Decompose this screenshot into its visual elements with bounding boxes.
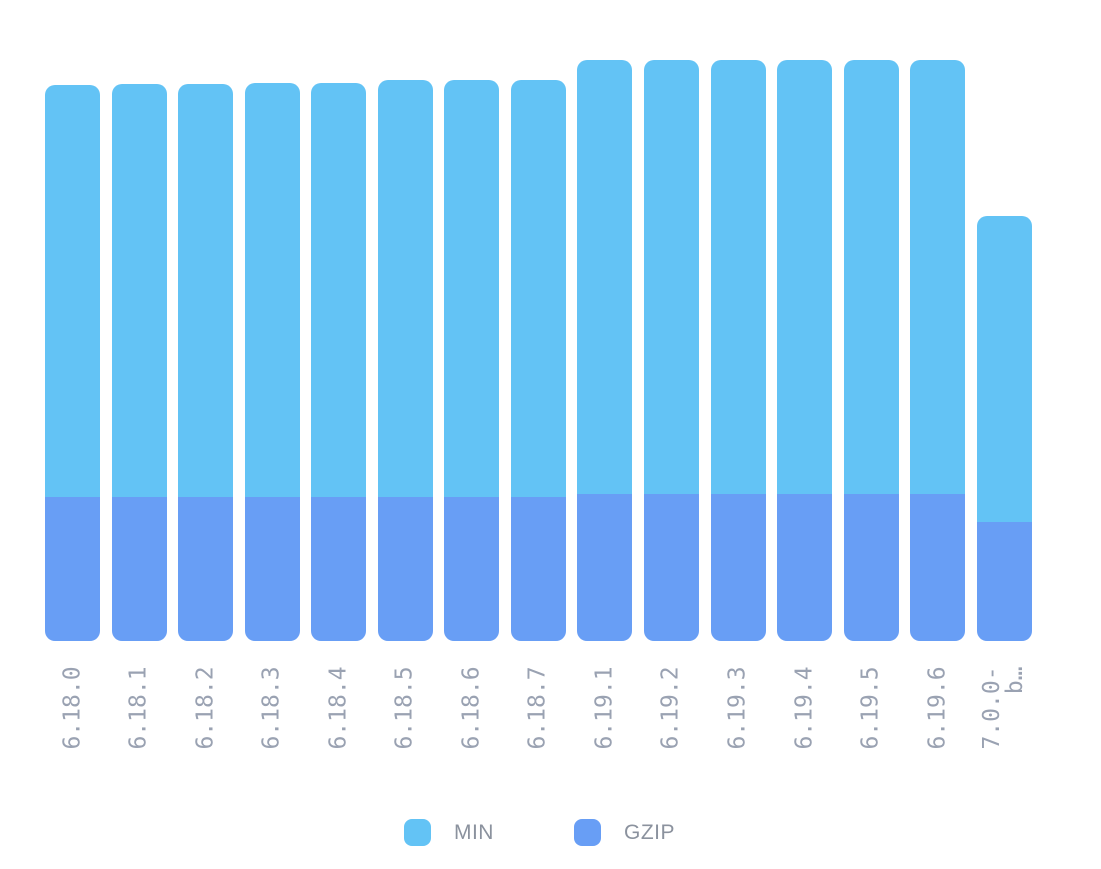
bar-6.18.6-gzip-segment[interactable] <box>444 497 500 641</box>
x-tick-6.18.1: 6.18.1 <box>125 666 152 750</box>
bar-6.18.7-gzip-segment[interactable] <box>510 497 566 641</box>
bar-6.18.5-min-segment[interactable] <box>377 80 433 497</box>
bar-6.19.5-min-segment[interactable] <box>843 60 899 494</box>
x-tick-6.18.3: 6.18.3 <box>258 666 285 750</box>
legend-label-gzip: GZIP <box>623 820 675 844</box>
bar-6.19.4-min-segment[interactable] <box>777 60 833 494</box>
x-tick-6.18.5: 6.18.5 <box>391 666 418 750</box>
chart-legend: MIN GZIP <box>0 819 1090 846</box>
min-color-swatch <box>403 819 431 846</box>
bar-7.0.0-b…-min-segment[interactable] <box>976 216 1032 522</box>
legend-item-gzip[interactable]: GZIP <box>573 819 675 846</box>
x-tick-6.19.3: 6.19.3 <box>724 666 751 750</box>
bar-6.18.6-min-segment[interactable] <box>444 80 500 497</box>
bar-6.18.2-min-segment[interactable] <box>178 84 234 497</box>
x-tick-6.19.2: 6.19.2 <box>657 666 684 750</box>
legend-item-min[interactable]: MIN <box>403 819 494 846</box>
bar-6.18.1-gzip-segment[interactable] <box>111 497 167 641</box>
bar-6.18.2-gzip-segment[interactable] <box>178 497 234 641</box>
bar-6.18.1-min-segment[interactable] <box>111 84 167 497</box>
bar-6.19.3-gzip-segment[interactable] <box>710 494 766 641</box>
x-tick-6.18.2: 6.18.2 <box>192 666 219 750</box>
x-tick-6.19.6: 6.19.6 <box>924 666 951 750</box>
bar-6.18.3-gzip-segment[interactable] <box>244 497 300 641</box>
bar-6.19.6-gzip-segment[interactable] <box>910 494 966 641</box>
x-tick-6.18.4: 6.18.4 <box>325 666 352 750</box>
bar-6.19.1-min-segment[interactable] <box>577 60 633 494</box>
bar-6.19.2-min-segment[interactable] <box>643 60 699 494</box>
x-tick-6.18.6: 6.18.6 <box>458 666 485 750</box>
bar-6.18.0-min-segment[interactable] <box>45 85 100 497</box>
bar-6.18.0-gzip-segment[interactable] <box>45 497 100 641</box>
x-tick-6.19.5: 6.19.5 <box>857 666 884 750</box>
gzip-color-swatch <box>573 819 601 846</box>
x-tick-6.19.1: 6.19.1 <box>591 666 618 750</box>
bar-6.19.4-gzip-segment[interactable] <box>777 494 833 641</box>
x-tick-6.18.7: 6.18.7 <box>524 666 551 750</box>
x-tick-6.18.0: 6.18.0 <box>59 666 85 750</box>
bar-6.19.5-gzip-segment[interactable] <box>843 494 899 641</box>
x-tick-7.0.0-b…: 7.0.0- b… <box>979 666 1029 750</box>
bar-6.18.7-min-segment[interactable] <box>510 80 566 497</box>
bar-6.19.1-gzip-segment[interactable] <box>577 494 633 641</box>
x-tick-6.19.4: 6.19.4 <box>791 666 818 750</box>
bar-6.18.3-min-segment[interactable] <box>244 83 300 497</box>
bar-6.19.6-min-segment[interactable] <box>910 60 966 494</box>
legend-label-min: MIN <box>453 820 494 844</box>
bar-6.18.4-gzip-segment[interactable] <box>311 497 367 641</box>
bar-6.18.4-min-segment[interactable] <box>311 83 367 497</box>
bar-6.18.5-gzip-segment[interactable] <box>377 497 433 641</box>
bar-6.19.2-gzip-segment[interactable] <box>643 494 699 641</box>
bar-6.19.3-min-segment[interactable] <box>710 60 766 494</box>
bar-7.0.0-b…-gzip-segment[interactable] <box>976 522 1032 641</box>
